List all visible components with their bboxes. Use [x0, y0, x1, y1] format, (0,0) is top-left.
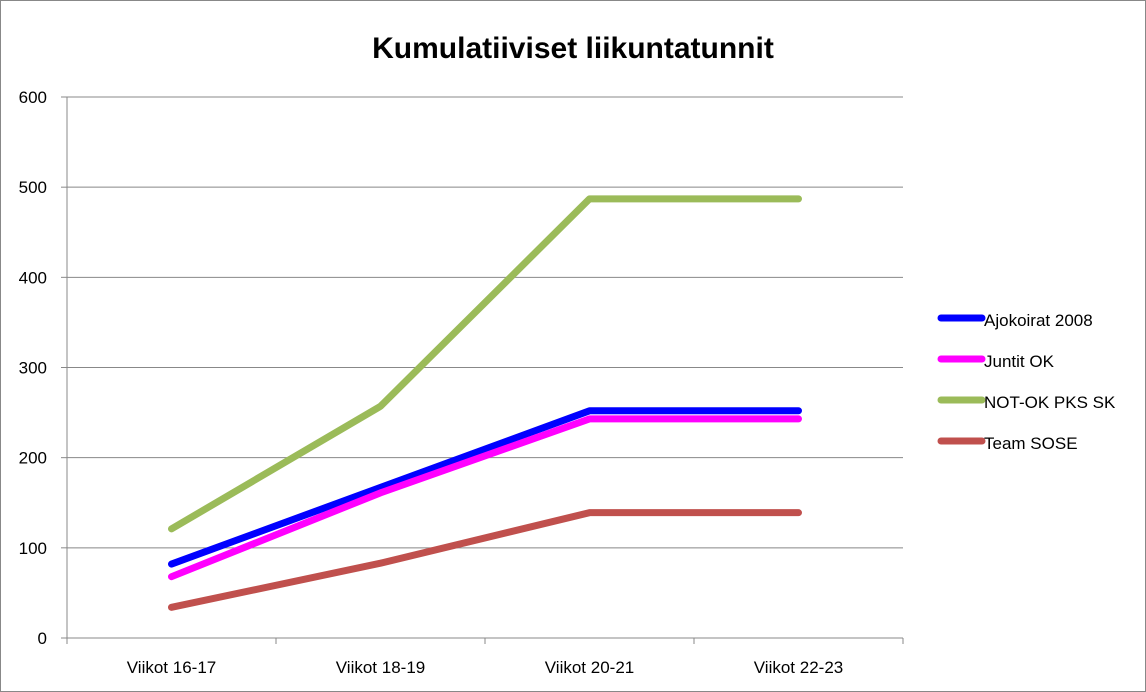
series-line-0: [168, 407, 802, 568]
y-tick-label: 500: [19, 178, 47, 197]
series-line-3: [168, 509, 802, 611]
series-line-1: [168, 415, 802, 581]
x-tick-label: Viikot 18-19: [336, 658, 425, 677]
legend-label: Team SOSE: [984, 434, 1078, 453]
y-tick-label: 100: [19, 539, 47, 558]
y-tick-label: 600: [19, 88, 47, 107]
y-tick-label: 400: [19, 268, 47, 287]
chart-title: Kumulatiiviset liikuntatunnit: [372, 32, 774, 65]
series-line-2: [168, 195, 802, 533]
legend-label: Juntit OK: [984, 352, 1055, 371]
legend-label: Ajokoirat 2008: [984, 311, 1093, 330]
x-tick-label: Viikot 16-17: [127, 658, 216, 677]
y-tick-label: 300: [19, 359, 47, 378]
x-tick-label: Viikot 22-23: [754, 658, 843, 677]
y-tick-label: 0: [38, 629, 47, 648]
legend-label: NOT-OK PKS SK: [984, 393, 1116, 412]
y-tick-label: 200: [19, 449, 47, 468]
x-tick-label: Viikot 20-21: [545, 658, 634, 677]
